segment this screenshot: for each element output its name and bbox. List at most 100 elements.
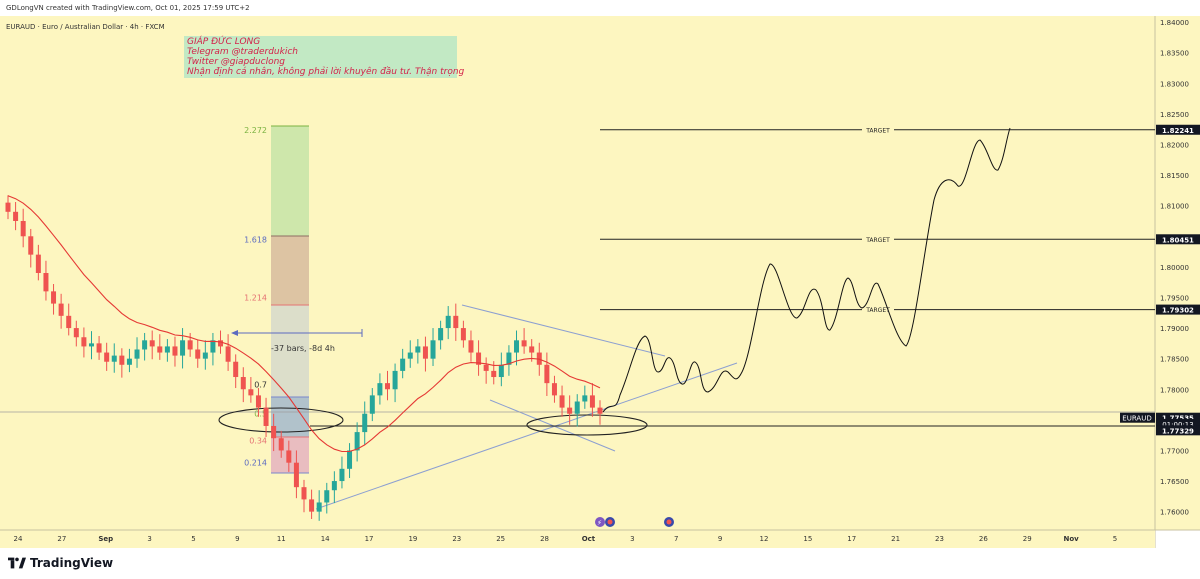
symbol-tag-text: EURAUD: [1122, 415, 1151, 423]
target-lines[interactable]: TARGET TARGET TARGET: [600, 125, 1155, 314]
price-tag: [1156, 304, 1200, 315]
flash-event-icon: [595, 517, 605, 527]
author-name: GIÁP ĐỨC LONG: [187, 37, 261, 47]
candle-body: [574, 401, 580, 414]
symbol-tag: [1120, 412, 1155, 423]
candle-body: [263, 407, 269, 426]
candle-body: [309, 499, 315, 512]
y-tick-label: 1.81000: [1160, 203, 1189, 211]
target-label: TARGET: [865, 237, 890, 244]
zone-ellipse-right[interactable]: [526, 414, 648, 436]
candle-body: [498, 364, 504, 378]
fib-labels: 2.272 1.618 1.214 0.7 0.5 0.34 0.214: [244, 126, 267, 468]
x-tick-label: 5: [1113, 535, 1117, 543]
candle-body: [369, 395, 375, 414]
candle-body: [438, 328, 444, 341]
y-tick-label: 1.82000: [1160, 142, 1189, 150]
candle-body: [35, 254, 41, 273]
candle-body: [362, 413, 368, 433]
measure-label: -37 bars, -8d 4h: [271, 344, 335, 353]
y-tick-label: 1.79500: [1160, 294, 1189, 302]
candle-body: [225, 346, 231, 362]
candle-body: [81, 337, 87, 347]
price-tag-text: 1.77329: [1162, 427, 1194, 435]
target-label-bg: [862, 305, 894, 314]
candle-body: [20, 220, 26, 237]
x-tick-label: 24: [14, 535, 23, 543]
price-labels: 1.82241 1.80451 1.79302 1.77535 EURAUD 01:00:…: [1120, 124, 1200, 436]
x-tick-label: 23: [935, 535, 944, 543]
y-tick-label: 1.83000: [1160, 80, 1189, 88]
x-tick-label: 23: [452, 535, 461, 543]
candle-body: [119, 355, 125, 365]
tradingview-logo-icon: [8, 557, 26, 569]
candle-body: [172, 346, 178, 356]
svg-text:⚡: ⚡: [597, 519, 602, 527]
candle-body: [339, 468, 345, 482]
candle-body: [271, 425, 277, 439]
candle-body: [58, 303, 64, 316]
candle-body: [210, 340, 216, 353]
x-tick-label: 5: [191, 535, 195, 543]
countdown-text: 01:00:13: [1162, 421, 1193, 429]
candle-body: [506, 352, 512, 365]
fib-zone-green: [271, 126, 309, 236]
candle-body: [392, 370, 398, 390]
candle-body: [460, 328, 466, 341]
candle-body: [142, 340, 148, 350]
y-tick-label: 1.76000: [1160, 509, 1189, 517]
candle-body: [180, 340, 186, 356]
x-tick-label: 27: [57, 535, 66, 543]
candle-body: [384, 383, 390, 390]
price-tag-text: 1.80451: [1162, 236, 1194, 244]
price-chart[interactable]: 1.84000 1.83500 1.83000 1.82500 1.82000 1.815…: [0, 0, 1200, 548]
candle-body: [66, 315, 72, 329]
candle-body: [483, 364, 489, 371]
tradingview-logo-text: TradingView: [30, 556, 114, 570]
candle-body: [551, 383, 557, 396]
plot-background: [0, 16, 1155, 530]
x-tick-label: Nov: [1064, 535, 1080, 543]
candle-body: [529, 346, 535, 353]
fib-projection: [271, 125, 309, 474]
candle-body: [331, 481, 337, 491]
candle-body: [567, 407, 573, 414]
candle-body: [104, 352, 110, 362]
candle-body: [476, 352, 482, 365]
candle-body: [514, 340, 520, 353]
candle-body: [255, 395, 261, 408]
moving-average-line: [7, 195, 601, 453]
tradingview-logo[interactable]: TradingView: [8, 556, 113, 570]
price-tag: [1156, 124, 1200, 135]
x-tick-label: 15: [803, 535, 812, 543]
candle-body: [286, 450, 292, 463]
x-tick-label: 17: [365, 535, 374, 543]
fib-level-label: 0.214: [244, 459, 267, 468]
candle-body: [347, 450, 353, 469]
candle-body: [240, 377, 246, 390]
price-tag: [1156, 412, 1200, 423]
author-note-box[interactable]: [184, 36, 457, 78]
y-tick-label: 1.78000: [1160, 386, 1189, 394]
target-label: TARGET: [865, 127, 890, 134]
fib-level-label: 1.214: [244, 293, 267, 302]
author-telegram: Telegram @traderdukich: [187, 47, 298, 57]
x-tick-label: Sep: [98, 535, 113, 543]
candle-body: [597, 407, 603, 414]
candle-body: [559, 395, 565, 408]
countdown-tag: [1156, 418, 1200, 429]
event-icons[interactable]: ⚡: [595, 517, 674, 527]
candle-body: [422, 346, 428, 359]
x-tick-label: 17: [847, 535, 856, 543]
x-tick-label: 19: [408, 535, 417, 543]
candle-body: [407, 352, 413, 359]
price-tag: [1156, 234, 1200, 245]
candle-body: [96, 343, 102, 353]
x-tick-label: 3: [630, 535, 634, 543]
candle-body: [430, 340, 436, 359]
fib-level-label: 0.7: [254, 380, 267, 389]
candle-body: [468, 340, 474, 353]
projection-path[interactable]: [602, 127, 1011, 413]
candle-body: [218, 340, 224, 347]
x-tick-label: 9: [235, 535, 239, 543]
